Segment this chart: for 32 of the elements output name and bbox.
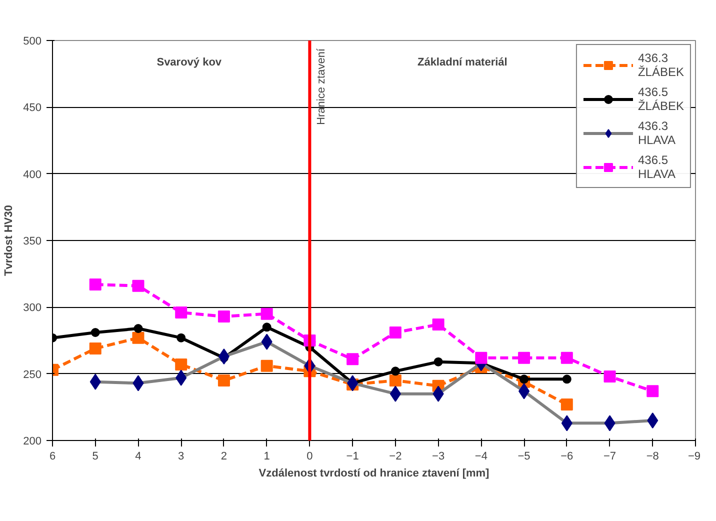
x-tick-label: 1 [264, 450, 270, 462]
y-tick-label: 500 [23, 36, 42, 48]
legend-label: 436.5 ŽLÁBEK [638, 85, 684, 113]
x-axis-title: Vzdálenost tvrdostí od hranice ztavení [mm] [258, 468, 490, 480]
x-tick-label: −4 [474, 450, 488, 462]
y-axis-title: Tvrdost HV30 [3, 205, 16, 276]
legend-label: 436.5 HLAVA [638, 153, 676, 181]
annotation: Základní materiál [417, 56, 508, 68]
x-tick-label: 6 [49, 450, 56, 462]
x-tick-label: −5 [518, 450, 530, 462]
x-tick-label: 4 [135, 450, 142, 462]
annotation: Svarový kov [156, 56, 222, 68]
legend-label: 436.3 ŽLÁBEK [638, 51, 684, 79]
x-tick-label: 3 [178, 450, 184, 462]
y-tick-label: 450 [23, 102, 42, 114]
x-tick-label: −9 [688, 450, 701, 462]
y-tick-label: 250 [23, 368, 42, 381]
x-tick-label: −3 [432, 450, 445, 462]
x-tick-label: −2 [389, 450, 402, 462]
y-tick-label: 350 [23, 236, 42, 248]
x-tick-label: −7 [603, 450, 616, 462]
y-tick-label: 200 [23, 436, 42, 448]
legend-label: 436.3 HLAVA [638, 119, 676, 147]
x-tick-label: −8 [646, 450, 659, 462]
x-tick-label: −6 [560, 450, 574, 462]
y-tick-label: 300 [23, 302, 42, 314]
x-tick-label: 5 [92, 450, 98, 462]
x-tick-label: 2 [220, 450, 228, 462]
x-tick-label: −1 [346, 450, 359, 462]
x-tick-label: 0 [306, 450, 313, 462]
ref-line-label: Hranice ztavení [316, 48, 328, 125]
y-tick-label: 400 [23, 168, 42, 181]
